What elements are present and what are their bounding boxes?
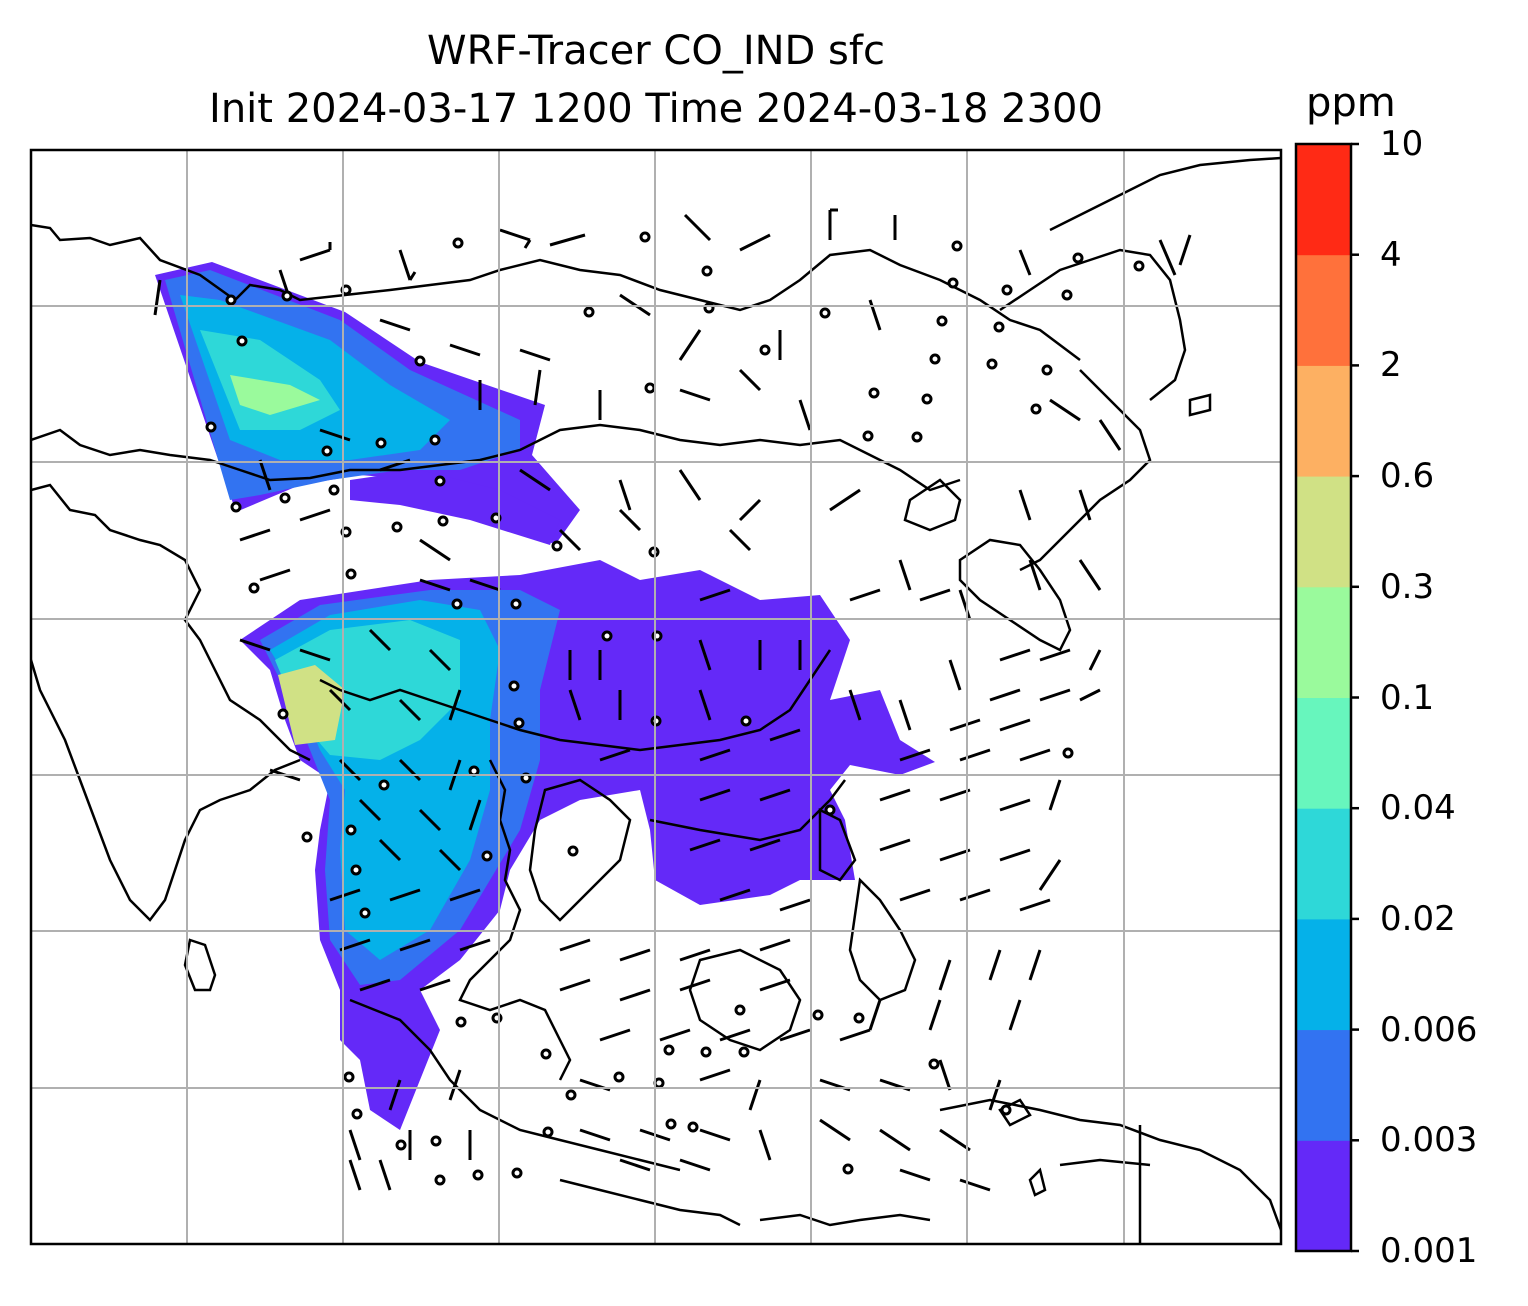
colorbar-tick-label: 2 (1380, 345, 1402, 386)
colorbar-segment (1296, 144, 1351, 256)
colorbar-segment (1296, 586, 1351, 698)
tracer-field (155, 262, 935, 1130)
colorbar-segment (1296, 697, 1351, 809)
tracer-wisp (350, 470, 560, 545)
colorbar-tick-label: 0.001 (1380, 1231, 1478, 1271)
colorbar-segment (1296, 254, 1351, 366)
colorbar-segment (1296, 808, 1351, 920)
colorbar-segment (1296, 1140, 1351, 1252)
tracer-plume-north-core (200, 330, 340, 430)
wind-barbs (153, 208, 1192, 1192)
colorbar-tick-label: 0.04 (1380, 788, 1456, 829)
coastlines (31, 156, 1281, 1244)
map-subtitle: Init 2024-03-17 1200 Time 2024-03-18 230… (209, 86, 1103, 132)
colorbar-segment (1296, 365, 1351, 477)
colorbar-tick-label: 0.6 (1380, 456, 1435, 497)
colorbar-segment (1296, 918, 1351, 1031)
colorbar-tick-label: 0.1 (1380, 677, 1435, 718)
colorbar-unit-label: ppm (1306, 80, 1396, 126)
tracer-plume-north-peak (230, 375, 320, 415)
colorbar-tick-label: 0.003 (1380, 1120, 1478, 1161)
colorbar-tick-label: 10 (1380, 124, 1424, 164)
map-title: WRF-Tracer CO_IND sfc (427, 28, 885, 74)
colorbar (1294, 142, 1359, 1253)
colorbar-tick-label: 0.02 (1380, 898, 1456, 939)
colorbar-tick-label: 4 (1380, 234, 1402, 275)
gridlines (31, 150, 1281, 1244)
map-frame (29, 148, 1283, 1246)
colorbar-tick-label: 0.3 (1380, 566, 1435, 607)
colorbar-segment (1296, 1029, 1351, 1141)
colorbar-tick-label: 0.006 (1380, 1009, 1478, 1050)
colorbar-segment (1296, 476, 1351, 588)
